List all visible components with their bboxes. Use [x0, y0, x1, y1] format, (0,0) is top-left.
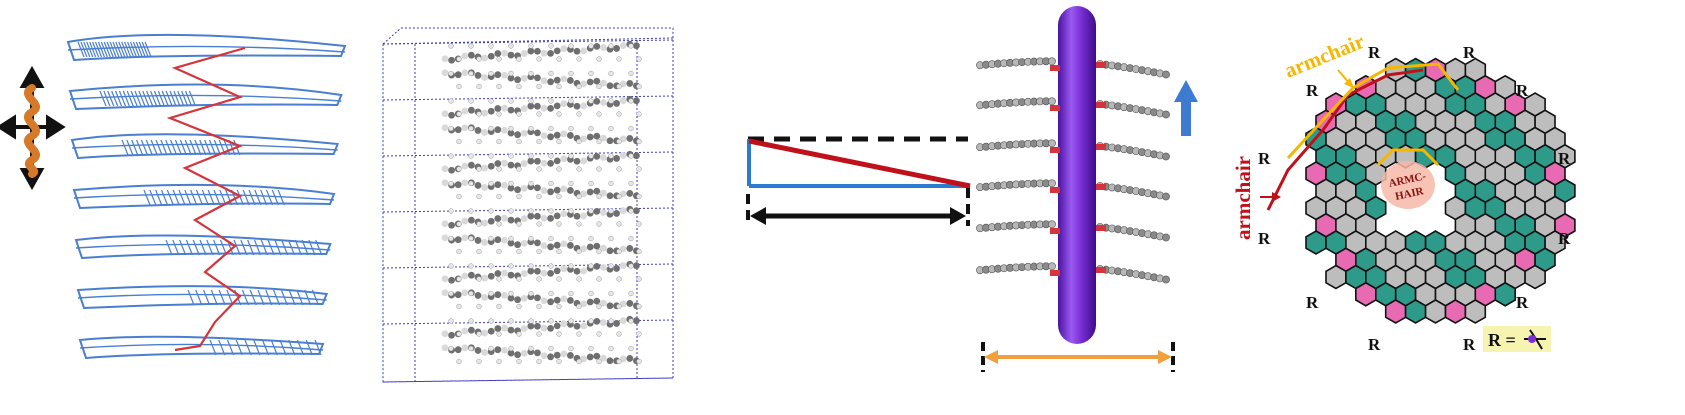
substituent-r-label: R — [1368, 335, 1381, 354]
molecule-chains — [441, 40, 642, 365]
molecule-row — [441, 69, 642, 90]
helical-ribbon-panel — [0, 0, 360, 415]
molecule-row — [441, 95, 642, 119]
ribbon-layer — [70, 133, 340, 160]
ribbon-stack — [66, 33, 347, 360]
molecular-helix-turns — [976, 57, 1170, 284]
substituent-r-label: R — [1463, 335, 1476, 354]
molecule-row — [441, 40, 642, 64]
molecule-row — [441, 344, 642, 365]
molecule-row — [441, 179, 642, 200]
hexagon-ring — [1424, 299, 1447, 324]
molecule-row — [441, 260, 642, 284]
substituent-r-label: R — [1558, 149, 1571, 168]
hexagon-ring — [1494, 281, 1516, 307]
hexagon-ring — [1355, 281, 1377, 307]
hexagon-lattice — [1266, 57, 1576, 324]
molecule-row — [441, 150, 642, 174]
hexagon-ring — [1524, 264, 1546, 290]
substituent-r-label: R — [1463, 43, 1476, 62]
nanographene-structure: R RR RR RR RR RR R armchair armchair ARMC- HAI… — [1231, 29, 1576, 354]
red-chain — [166, 46, 246, 352]
substituent-r-label: R — [1368, 43, 1381, 62]
substituent-r-label: R — [1306, 293, 1319, 312]
armchair-edge-red — [1266, 68, 1424, 211]
substituent-r-label: R — [1258, 229, 1271, 248]
armchair-edge-yellow — [1286, 62, 1460, 160]
hexagon-ring — [1325, 264, 1347, 290]
molecule-row — [441, 289, 642, 310]
ribbon-layer — [74, 234, 332, 260]
red-slope-line — [748, 138, 971, 189]
mesityl-group-icon — [1524, 329, 1546, 350]
substituent-labels: R R R R R R R R R R R R — [1258, 43, 1571, 354]
hexagon-ring — [1384, 299, 1407, 324]
helical-ribbon-figure — [0, 33, 347, 360]
substituent-r-label: R — [1306, 81, 1319, 100]
armchair-label-top: armchair — [1281, 29, 1368, 83]
helix-turn — [976, 179, 1170, 201]
molecule-row — [441, 205, 642, 229]
substituent-r-label: R — [1558, 229, 1571, 248]
width-double-arrow — [750, 207, 966, 225]
molecule-row — [441, 124, 642, 145]
ribbon-layer — [76, 285, 329, 310]
hexagon-ring — [1464, 299, 1487, 324]
ribbon-layer — [78, 335, 325, 360]
molecule-row — [441, 234, 642, 255]
purple-rod — [1058, 6, 1096, 344]
armchair-inner-badge — [1381, 161, 1435, 209]
helix-turn — [976, 57, 1170, 79]
substituent-r-label: R — [1516, 293, 1529, 312]
hexagon-ring — [1444, 299, 1467, 324]
hexagon-ring — [1305, 230, 1327, 255]
helix-turn — [976, 97, 1170, 119]
substituent-r-label: R — [1516, 81, 1529, 100]
substituent-r-label: R — [1258, 149, 1271, 168]
up-arrow-icon — [1174, 80, 1198, 136]
helix-turn — [976, 220, 1170, 242]
orange-width-arrow — [984, 350, 1172, 364]
ribbon-layer — [72, 183, 336, 210]
crystal-packing-figure — [382, 27, 674, 383]
armchair-label-left: armchair — [1231, 156, 1255, 240]
rod-helix-panel — [970, 0, 1220, 415]
ribbon-layer — [68, 83, 343, 111]
helix-turn — [976, 139, 1170, 161]
hexagon-ring — [1404, 299, 1427, 324]
ribbon-layer — [66, 33, 347, 62]
molecule-row — [441, 315, 642, 339]
legend-text: R = — [1488, 330, 1516, 350]
legend-box: R = — [1483, 326, 1551, 352]
wedge-schematic-panel — [740, 0, 980, 415]
rod-helix-figure — [976, 6, 1198, 372]
crystal-packing-panel — [375, 0, 685, 415]
armchair-edge-inner — [1376, 148, 1440, 167]
wedge-schematic — [746, 136, 971, 226]
helix-turn — [976, 262, 1170, 284]
helix-icon — [24, 84, 40, 178]
